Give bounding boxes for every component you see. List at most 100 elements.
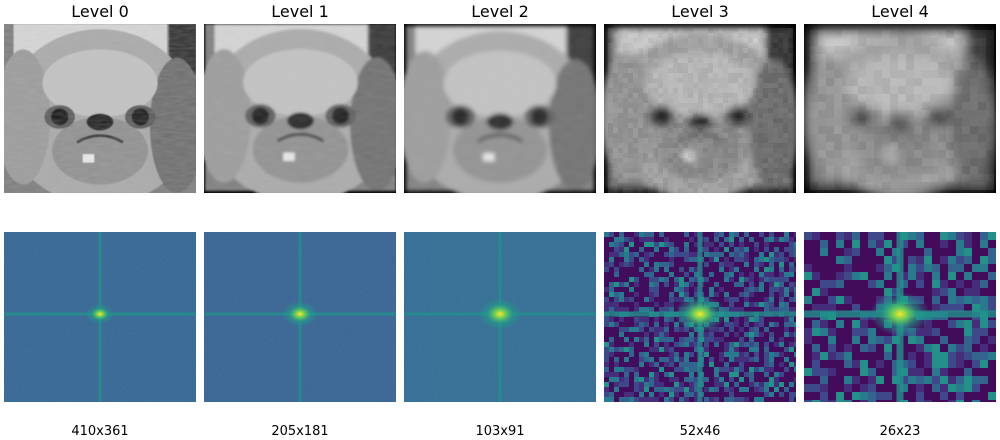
spectrum-cell bbox=[724, 287, 729, 292]
spectrum-cell bbox=[649, 287, 654, 292]
spectrum-cell bbox=[609, 302, 614, 307]
spectrum-cell bbox=[694, 362, 699, 367]
spectrum-cell bbox=[659, 242, 664, 247]
spectrum-cell bbox=[669, 332, 674, 337]
spectrum-cell bbox=[980, 264, 988, 272]
spectrum-cell bbox=[729, 237, 734, 242]
pixel bbox=[970, 86, 978, 94]
pixel bbox=[758, 178, 763, 183]
spectrum-cell bbox=[828, 384, 836, 392]
pixel bbox=[683, 143, 688, 148]
spectrum-cell bbox=[689, 242, 694, 247]
spectrum-cell bbox=[794, 382, 796, 387]
pixel bbox=[718, 63, 723, 68]
pixel bbox=[618, 48, 623, 53]
pixel bbox=[986, 86, 994, 94]
pixel bbox=[658, 103, 663, 108]
spectrum-cell bbox=[932, 304, 940, 312]
pixel bbox=[663, 68, 668, 73]
pixel bbox=[768, 98, 773, 103]
spectrum-cell bbox=[852, 248, 860, 256]
pixel bbox=[773, 63, 778, 68]
pixel bbox=[653, 33, 658, 38]
pixel bbox=[866, 126, 874, 134]
pixel bbox=[713, 103, 718, 108]
pixel bbox=[718, 133, 723, 138]
spectrum-cell bbox=[892, 336, 900, 344]
spectrum-cell bbox=[972, 248, 980, 256]
pixel bbox=[842, 158, 850, 166]
pixel bbox=[763, 58, 768, 63]
pixel bbox=[683, 173, 688, 178]
spectrum-cell bbox=[852, 376, 860, 384]
pixel bbox=[668, 188, 673, 193]
spectrum-cell bbox=[932, 272, 940, 280]
pixel bbox=[703, 158, 708, 163]
pixel bbox=[628, 108, 633, 113]
spectrum-cell bbox=[908, 368, 916, 376]
spectrum-cell bbox=[714, 337, 719, 342]
pixel bbox=[753, 123, 758, 128]
pixel bbox=[773, 133, 778, 138]
pixel bbox=[623, 188, 628, 193]
pixel bbox=[698, 88, 703, 93]
spectrum-cell bbox=[629, 357, 634, 362]
pixel bbox=[613, 88, 618, 93]
pixel bbox=[703, 68, 708, 73]
pixel bbox=[783, 133, 788, 138]
spectrum-cell bbox=[669, 307, 674, 312]
pixel bbox=[914, 70, 922, 78]
pixel bbox=[954, 30, 962, 38]
pixel bbox=[668, 173, 673, 178]
pixel bbox=[748, 118, 753, 123]
pixel bbox=[718, 98, 723, 103]
spectrum-cell bbox=[932, 288, 940, 296]
spectrum-cell bbox=[649, 317, 654, 322]
pixel bbox=[898, 134, 906, 142]
spectrum-cell bbox=[852, 368, 860, 376]
pixel bbox=[668, 153, 673, 158]
pixel bbox=[758, 153, 763, 158]
pixel bbox=[930, 118, 938, 126]
spectrum-cell bbox=[836, 296, 844, 304]
spectrum-cell bbox=[659, 267, 664, 272]
spectrum-cell bbox=[964, 288, 972, 296]
spectrum-cell bbox=[729, 347, 734, 352]
pixel bbox=[688, 103, 693, 108]
pixel bbox=[834, 150, 842, 158]
pixel bbox=[723, 63, 728, 68]
pixel bbox=[713, 43, 718, 48]
spectrum-cell bbox=[659, 257, 664, 262]
pixel bbox=[922, 118, 930, 126]
spectrum-cell bbox=[634, 327, 639, 332]
pixel bbox=[738, 138, 743, 143]
pixel bbox=[788, 173, 793, 178]
pixel bbox=[874, 166, 882, 174]
pixel bbox=[748, 163, 753, 168]
mouth bbox=[877, 132, 923, 142]
spectrum-cell bbox=[729, 342, 734, 347]
pixel bbox=[713, 63, 718, 68]
spectrum-cell bbox=[674, 282, 679, 287]
spectrum-cell bbox=[769, 352, 774, 357]
spectrum-cell bbox=[932, 352, 940, 360]
pixel bbox=[628, 93, 633, 98]
pixel bbox=[723, 58, 728, 63]
pixel bbox=[713, 53, 718, 58]
pixel bbox=[773, 28, 778, 33]
spectrum-cell bbox=[764, 262, 769, 267]
dog bbox=[4, 24, 196, 193]
spectrum-cell bbox=[794, 352, 796, 357]
pixel bbox=[633, 63, 638, 68]
pixel bbox=[743, 133, 748, 138]
pixel bbox=[683, 133, 688, 138]
spectrum-cell bbox=[744, 247, 749, 252]
spectrum-cell bbox=[644, 242, 649, 247]
spectrum-cell bbox=[784, 322, 789, 327]
pixel bbox=[608, 78, 613, 83]
pixel bbox=[773, 168, 778, 173]
spectrum-cell bbox=[644, 307, 649, 312]
spectrum-cell bbox=[624, 387, 629, 392]
pixel bbox=[778, 53, 783, 58]
